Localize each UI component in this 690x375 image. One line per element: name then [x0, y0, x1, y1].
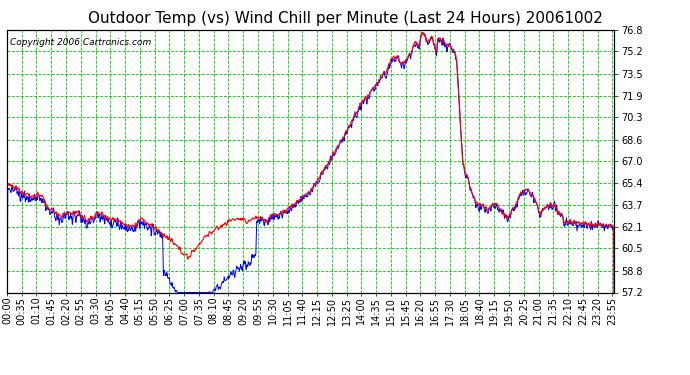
Text: Copyright 2006 Cartronics.com: Copyright 2006 Cartronics.com — [10, 38, 151, 47]
Text: Outdoor Temp (vs) Wind Chill per Minute (Last 24 Hours) 20061002: Outdoor Temp (vs) Wind Chill per Minute … — [88, 11, 602, 26]
